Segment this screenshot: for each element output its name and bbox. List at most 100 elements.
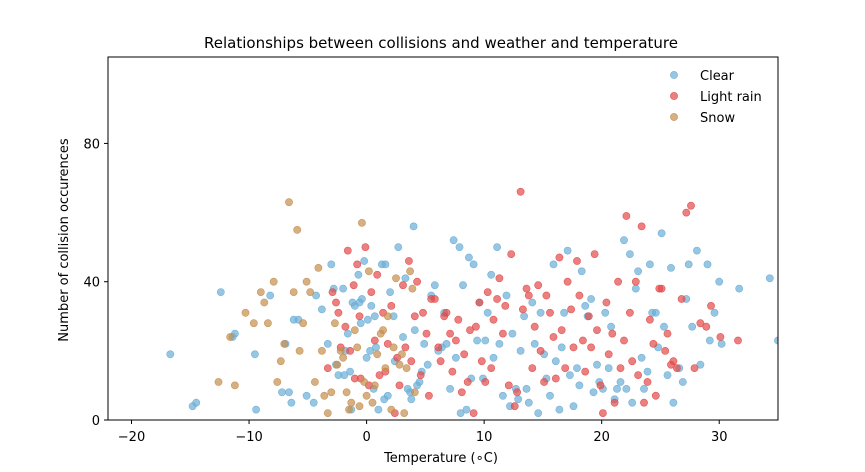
data-point: [549, 260, 558, 269]
data-point: [302, 277, 311, 286]
data-point: [524, 398, 533, 407]
data-point: [637, 222, 646, 231]
data-point: [643, 378, 652, 386]
data-point: [649, 339, 658, 348]
data-point: [230, 381, 239, 390]
data-point: [593, 326, 601, 334]
data-point: [455, 243, 464, 251]
data-point: [346, 367, 354, 376]
data-point: [364, 267, 373, 276]
data-point: [657, 284, 666, 293]
y-tick-label: 80: [83, 137, 100, 152]
data-point: [669, 357, 678, 366]
data-point: [309, 398, 318, 407]
chart-title: Relationships between collisions and wea…: [204, 34, 678, 52]
data-point: [317, 305, 326, 314]
data-point: [410, 312, 419, 321]
data-point: [561, 364, 570, 372]
data-point: [696, 360, 705, 369]
data-point: [626, 250, 634, 258]
data-point: [399, 281, 407, 290]
data-point: [519, 305, 527, 314]
data-point: [604, 350, 613, 359]
data-point: [395, 360, 404, 369]
data-point: [483, 308, 492, 317]
data-point: [374, 405, 383, 414]
data-point: [682, 208, 691, 217]
data-point: [310, 378, 319, 386]
data-point: [628, 357, 637, 366]
data-point: [631, 277, 640, 286]
data-point: [383, 391, 392, 400]
data-point: [669, 398, 678, 407]
data-point: [345, 405, 353, 414]
data-point: [342, 388, 351, 397]
data-point: [449, 236, 458, 245]
legend-marker: [670, 92, 678, 100]
data-point: [256, 288, 265, 296]
data-point: [333, 360, 342, 369]
data-point: [528, 298, 537, 307]
data-point: [640, 384, 648, 393]
data-point: [530, 339, 539, 348]
data-point: [460, 350, 469, 359]
data-point: [604, 364, 613, 372]
data-point: [367, 301, 376, 310]
data-point: [520, 312, 528, 321]
data-point: [495, 339, 504, 348]
data-point: [341, 322, 350, 331]
data-point: [424, 391, 433, 400]
data-point: [340, 371, 349, 379]
data-point: [557, 343, 566, 352]
data-point: [386, 288, 394, 296]
data-point: [273, 378, 282, 386]
data-point: [540, 378, 548, 386]
data-point: [610, 398, 619, 407]
data-point: [401, 274, 410, 283]
x-tick-label: 30: [711, 430, 728, 445]
data-point: [407, 395, 416, 404]
data-point: [690, 364, 699, 372]
x-tick-label: −10: [235, 430, 262, 445]
data-point: [504, 381, 513, 390]
data-point: [353, 260, 362, 269]
data-point: [579, 336, 587, 345]
data-point: [464, 253, 473, 262]
data-point: [536, 346, 545, 355]
data-point: [362, 391, 371, 400]
data-point: [469, 409, 478, 417]
data-point: [616, 378, 625, 386]
data-point: [473, 336, 481, 345]
data-point: [622, 212, 631, 220]
data-point: [507, 250, 516, 258]
data-point: [587, 295, 595, 303]
data-point: [667, 263, 675, 272]
data-point: [602, 298, 611, 307]
x-tick-label: −20: [118, 430, 145, 445]
data-point: [250, 350, 259, 359]
data-point: [569, 343, 578, 352]
data-point: [423, 360, 432, 369]
x-axis-title: Temperature (∘C): [383, 451, 498, 466]
data-point: [260, 298, 269, 307]
data-point: [370, 381, 379, 390]
data-point: [710, 308, 719, 317]
data-point: [634, 267, 642, 276]
data-point: [360, 257, 369, 265]
data-point: [363, 315, 372, 324]
data-point: [430, 281, 439, 290]
legend: Clear Light rain Snow: [670, 69, 762, 126]
data-point: [528, 364, 537, 372]
data-point: [347, 398, 356, 407]
data-point: [677, 295, 686, 303]
data-point: [356, 319, 365, 328]
data-point: [584, 312, 593, 321]
data-point: [660, 322, 668, 331]
data-point: [413, 277, 421, 286]
data-point: [663, 371, 672, 379]
data-point: [573, 364, 581, 372]
data-point: [422, 329, 431, 338]
data-point: [626, 308, 634, 317]
data-point: [566, 371, 574, 379]
